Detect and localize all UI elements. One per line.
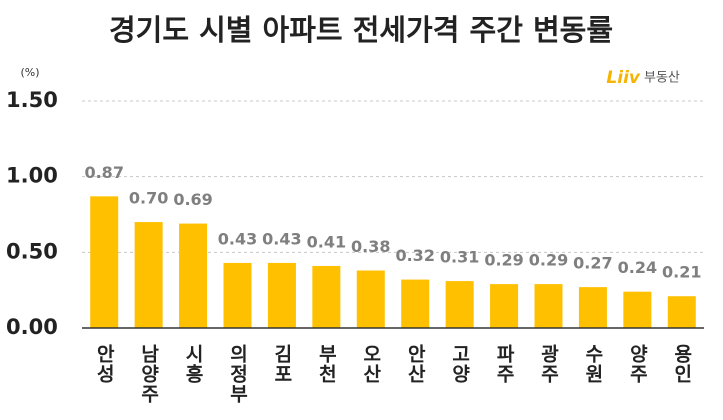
x-tick-label: 파주: [493, 344, 515, 384]
bar: [356, 270, 385, 328]
x-tick-label: 부천: [315, 344, 337, 384]
value-label: 0.38: [351, 237, 390, 256]
bar: [623, 291, 652, 328]
value-label: 0.31: [440, 248, 479, 267]
x-tick-label: 고양: [449, 344, 471, 384]
y-tick-label: 0.50: [6, 239, 58, 263]
value-label: 0.29: [484, 251, 523, 270]
value-label: 0.21: [662, 263, 701, 282]
bar: [223, 262, 252, 328]
x-tick-label: 김포: [271, 344, 293, 384]
value-label: 0.32: [395, 246, 434, 265]
x-tick-label: 용인: [671, 344, 693, 384]
bar: [401, 279, 430, 328]
logo-brand: Liiv: [606, 68, 640, 88]
x-tick-label: 남양주: [138, 344, 160, 404]
value-label: 0.43: [262, 229, 301, 248]
value-label: 0.87: [84, 163, 123, 182]
bar: [312, 265, 341, 328]
value-label: 0.43: [218, 229, 257, 248]
x-tick-label: 광주: [538, 344, 560, 384]
y-tick-label: 1.00: [6, 164, 58, 188]
bar: [267, 262, 296, 328]
x-tick-label: 수원: [582, 344, 604, 384]
x-tick-label: 오산: [360, 344, 382, 384]
bar: [534, 284, 563, 328]
value-label: 0.24: [618, 258, 657, 277]
x-tick-label: 안산: [404, 344, 426, 384]
bar: [134, 222, 163, 328]
bar: [445, 281, 474, 328]
x-tick-label: 의정부: [227, 344, 249, 404]
bar: [578, 287, 607, 328]
logo-text: 부동산: [644, 71, 680, 86]
value-label: 0.29: [529, 251, 568, 270]
y-tick-label: 1.50: [6, 88, 58, 112]
bar: [90, 196, 119, 328]
bar: [667, 296, 696, 328]
value-label: 0.70: [129, 189, 168, 208]
x-tick-label: 양주: [626, 344, 648, 384]
chart-title: 경기도 시별 아파트 전세가격 주간 변동률: [109, 13, 613, 47]
bar: [179, 223, 208, 328]
bar: [490, 284, 519, 328]
x-tick-label: 시흥: [182, 344, 204, 384]
x-tick-label: 안성: [93, 344, 115, 384]
y-tick-label: 0.00: [6, 315, 58, 339]
y-unit: (%): [20, 66, 39, 79]
value-label: 0.27: [573, 254, 612, 273]
value-label: 0.41: [307, 232, 346, 251]
value-label: 0.69: [173, 190, 212, 209]
